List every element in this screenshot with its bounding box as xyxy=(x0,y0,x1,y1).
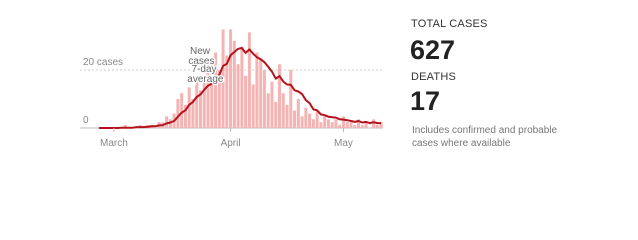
bar xyxy=(251,84,255,128)
bar xyxy=(278,64,282,128)
bar xyxy=(240,46,244,128)
bar xyxy=(123,125,127,128)
page: 0 20 cases March April May New cases 7-day ave… xyxy=(80,18,558,149)
bar xyxy=(270,81,274,128)
bar xyxy=(304,107,308,128)
note: Includes confirmed and probable cases wh… xyxy=(412,125,558,149)
bar xyxy=(319,122,323,128)
y-tick-label: 20 cases xyxy=(83,57,123,68)
bar xyxy=(296,99,300,128)
deaths-label: DEATHS xyxy=(411,71,457,83)
bar xyxy=(247,32,251,128)
series-label: 7-day average xyxy=(185,64,224,85)
bar xyxy=(176,99,180,128)
average-line xyxy=(98,47,382,129)
bar xyxy=(311,119,315,128)
deaths-total: 17 xyxy=(410,86,441,116)
bar xyxy=(353,125,357,128)
bar xyxy=(244,75,248,128)
bar xyxy=(195,81,199,128)
bar xyxy=(236,64,240,128)
bar xyxy=(202,75,206,128)
bar xyxy=(217,70,221,128)
bar xyxy=(326,119,330,128)
cases-label: TOTAL CASES xyxy=(411,18,488,30)
bar xyxy=(165,116,169,128)
bar xyxy=(289,70,293,128)
bar xyxy=(364,122,368,128)
bar xyxy=(293,110,297,128)
bar xyxy=(262,70,266,128)
bar xyxy=(255,52,259,128)
bar xyxy=(357,119,361,128)
bar xyxy=(345,122,349,128)
bar xyxy=(214,52,218,128)
bar xyxy=(225,55,229,128)
x-tick-label: March xyxy=(100,138,128,149)
bar xyxy=(210,84,214,128)
x-tick-label: April xyxy=(221,138,241,149)
bar xyxy=(315,110,319,128)
bar xyxy=(198,90,202,128)
bar xyxy=(259,58,263,128)
bar xyxy=(183,104,187,128)
bar xyxy=(375,125,379,128)
bar xyxy=(266,93,270,128)
bar xyxy=(334,119,338,128)
bar xyxy=(372,119,376,128)
bar xyxy=(232,41,236,128)
bar xyxy=(341,116,345,128)
cases-total: 627 xyxy=(410,35,456,65)
bar xyxy=(221,29,225,128)
bar xyxy=(187,87,191,128)
bar xyxy=(191,99,195,128)
bar xyxy=(338,125,342,128)
bar xyxy=(330,122,334,128)
bar xyxy=(300,116,304,128)
bar xyxy=(308,113,312,128)
bar xyxy=(281,93,285,128)
bar xyxy=(349,122,353,128)
bar xyxy=(206,64,210,128)
bar xyxy=(323,116,327,128)
bar xyxy=(285,104,289,128)
bar xyxy=(229,29,233,128)
bar xyxy=(274,101,278,128)
x-tick-label: May xyxy=(334,138,353,149)
series-label: New cases xyxy=(186,46,215,67)
y-tick-label: 0 xyxy=(83,115,89,126)
bar xyxy=(379,122,383,128)
bar xyxy=(360,125,364,128)
bar xyxy=(168,119,172,128)
bar xyxy=(180,93,184,128)
